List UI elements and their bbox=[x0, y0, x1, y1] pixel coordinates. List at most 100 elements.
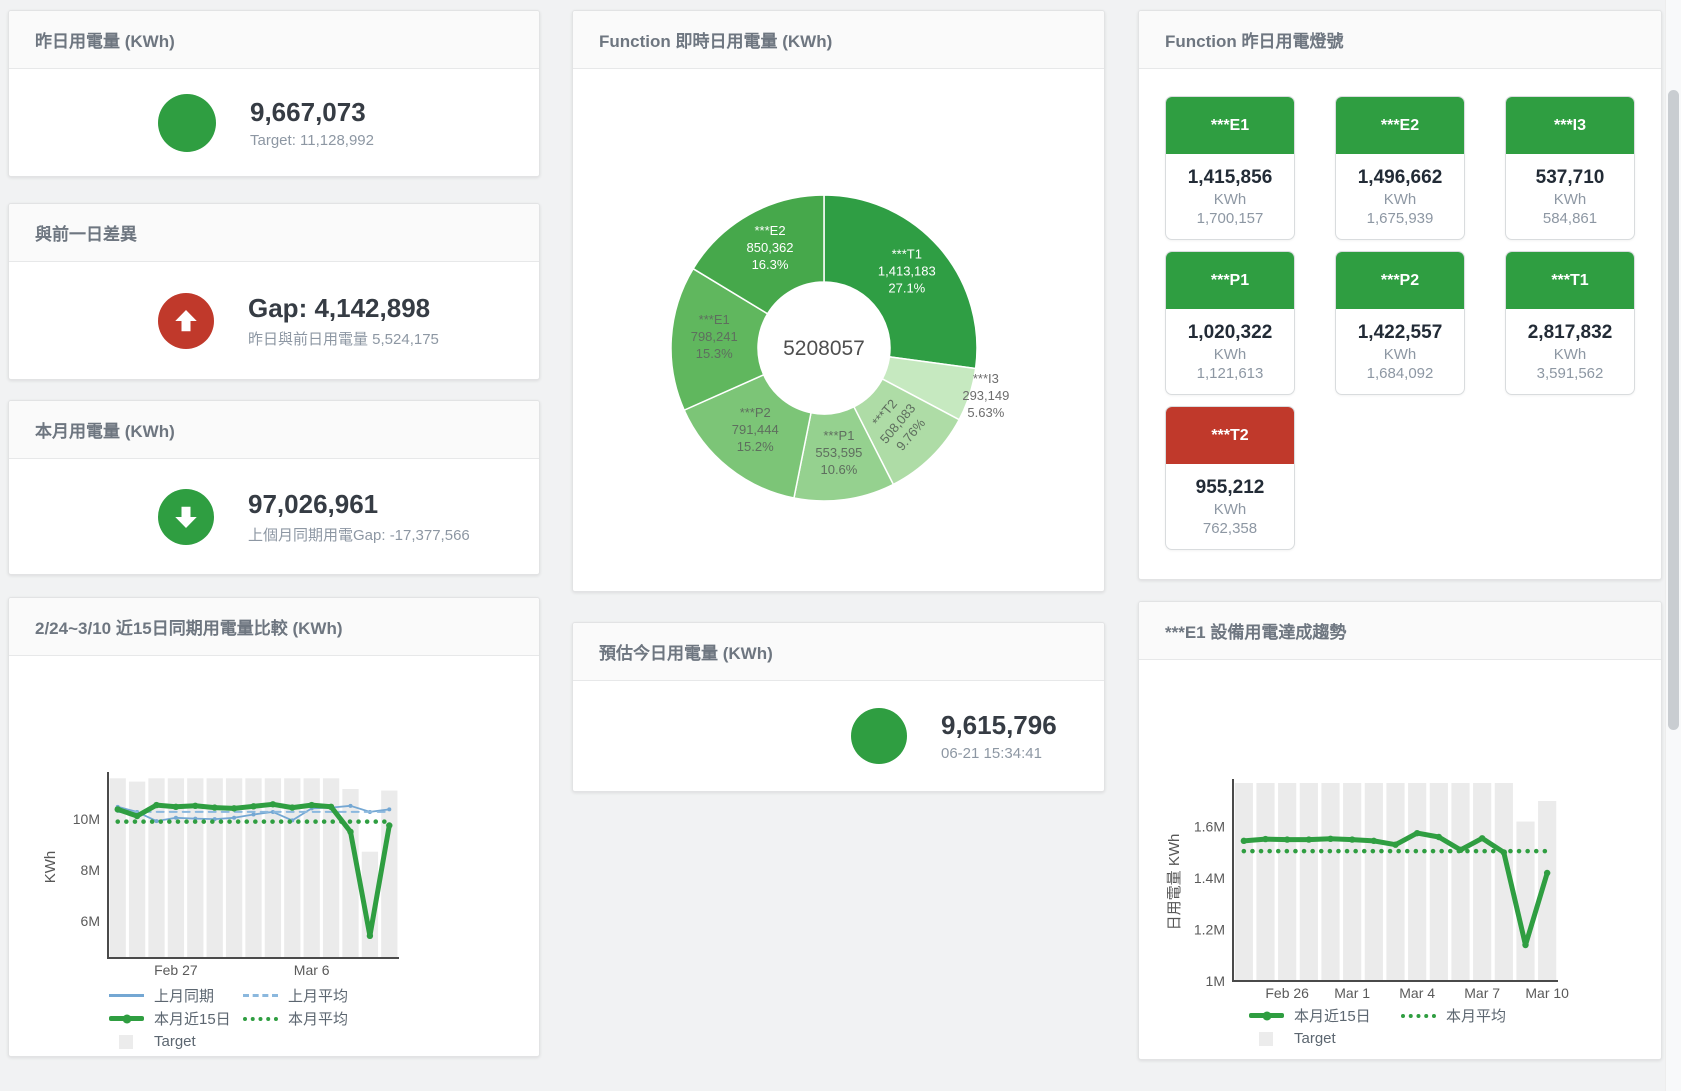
status-tile-I3[interactable]: ***I3 537,710 KWh 584,861 bbox=[1505, 96, 1635, 240]
scrollbar-thumb[interactable] bbox=[1668, 90, 1679, 730]
target-bar bbox=[1451, 783, 1470, 980]
chart-axes bbox=[107, 772, 399, 959]
legend-label: 本月近15日 bbox=[154, 1011, 231, 1028]
legend-item[interactable]: 本月平均 bbox=[243, 1009, 377, 1028]
panel-title: 與前一日差異 bbox=[35, 225, 137, 244]
tile-value: 955,212 bbox=[1195, 476, 1265, 498]
pie-slice-P2[interactable] bbox=[683, 373, 812, 499]
legend-item[interactable]: 本月近15日 bbox=[1249, 1006, 1401, 1025]
legend-item[interactable]: Target bbox=[109, 1032, 243, 1051]
status-tile-E1[interactable]: ***E1 1,415,856 KWh 1,700,157 bbox=[1165, 96, 1295, 240]
legend-item[interactable]: 本月近15日 bbox=[109, 1009, 243, 1028]
legend-item[interactable]: 本月平均 bbox=[1401, 1006, 1553, 1025]
stat-value: Gap: 4,142,898 bbox=[248, 292, 431, 323]
panel-realtime-usage-pie: Function 即時日用電量 (KWh) ***T1 1,413,183 27.1… bbox=[572, 10, 1105, 592]
target-bar bbox=[1256, 783, 1275, 980]
status-tile-E2[interactable]: ***E2 1,496,662 KWh 1,675,939 bbox=[1335, 96, 1465, 240]
pie-slice-label: ***P2 791,444 15.2% bbox=[732, 405, 779, 454]
scrollbar-track[interactable] bbox=[1665, 0, 1681, 1091]
legend-item[interactable]: Target bbox=[1249, 1029, 1401, 1048]
pie-slice-T1[interactable] bbox=[823, 194, 978, 370]
panel-title: 預估今日用電量 (KWh) bbox=[599, 644, 773, 663]
series-marker bbox=[251, 812, 256, 817]
target-bar bbox=[1299, 783, 1318, 980]
tile-target: 1,700,157 bbox=[1196, 209, 1264, 227]
series-marker bbox=[1348, 836, 1356, 843]
panel-yesterday-status-lights: Function 昨日用電燈號 ***E1 1,415,856 KWh 1,700,1… bbox=[1138, 10, 1662, 580]
stat-subtext: 06-21 15:34:41 bbox=[941, 745, 1042, 762]
stat-value: 9,667,073 bbox=[250, 96, 366, 127]
target-bar bbox=[1364, 783, 1383, 980]
status-tile-T2[interactable]: ***T2 955,212 KWh 762,358 bbox=[1165, 406, 1295, 550]
panel-gap-previous-day: 與前一日差異 Gap: 4,142,898 昨日與前日用電量 5,524,175 bbox=[8, 203, 540, 380]
target-bar bbox=[1234, 783, 1253, 980]
legend-marker-dot bbox=[1262, 1011, 1271, 1020]
series-marker bbox=[232, 815, 237, 820]
target-bar bbox=[167, 778, 185, 957]
target-bar bbox=[1408, 783, 1427, 980]
e1-trend-line-chart[interactable]: 1M 1.2M 1.4M 1.6M Feb 26 Mar 1 Mar 4 Mar 7 Mar 1… bbox=[1139, 602, 1661, 1059]
legend-swatch-line-icon bbox=[109, 994, 144, 997]
target-bar bbox=[1321, 783, 1340, 980]
series-marker bbox=[114, 806, 121, 813]
tile-unit: KWh bbox=[1383, 190, 1417, 208]
target-bar bbox=[264, 778, 282, 957]
tile-unit: KWh bbox=[1213, 500, 1247, 518]
stat-body: 9,667,073 Target: 11,128,992 bbox=[9, 69, 539, 176]
tile-status-header: ***E1 bbox=[1166, 97, 1294, 154]
panel-header: Function 昨日用電燈號 bbox=[1139, 11, 1661, 69]
target-bar bbox=[1429, 783, 1448, 980]
y-axis-label: KWh bbox=[42, 851, 59, 884]
stat-value: 9,615,796 bbox=[941, 710, 1057, 740]
chart-axes bbox=[1232, 779, 1558, 982]
status-tile-P1[interactable]: ***P1 1,020,322 KWh 1,121,613 bbox=[1165, 251, 1295, 395]
legend-label: 本月平均 bbox=[288, 1011, 349, 1028]
stat-body: Gap: 4,142,898 昨日與前日用電量 5,524,175 bbox=[9, 262, 539, 379]
status-tile-P2[interactable]: ***P2 1,422,557 KWh 1,684,092 bbox=[1335, 251, 1465, 395]
status-circle-icon bbox=[158, 93, 216, 152]
tile-value: 2,817,832 bbox=[1527, 321, 1613, 343]
y-tick-label: 10M bbox=[73, 811, 100, 827]
tile-unit: KWh bbox=[1213, 190, 1247, 208]
realtime-usage-donut-chart[interactable]: ***T1 1,413,183 27.1%***I3 293,149 5.63%***T… bbox=[573, 11, 1104, 591]
target-bar bbox=[245, 778, 262, 957]
series-marker bbox=[154, 819, 159, 824]
tile-target: 1,675,939 bbox=[1366, 209, 1434, 227]
x-tick-label: Feb 26 bbox=[1265, 985, 1309, 1001]
series-marker bbox=[386, 822, 393, 829]
tile-body: 1,422,557 KWh 1,684,092 bbox=[1336, 309, 1464, 394]
legend-item[interactable]: 上月同期 bbox=[109, 986, 243, 1005]
pie-slice-label: ***E1 798,241 15.3% bbox=[691, 312, 738, 361]
target-bar bbox=[381, 790, 398, 957]
series-marker bbox=[250, 803, 257, 810]
tile-unit: KWh bbox=[1553, 345, 1587, 363]
tile-value: 1,496,662 bbox=[1357, 166, 1443, 188]
stat-subtext: Target: 11,128,992 bbox=[250, 131, 374, 149]
y-tick-label: 1.2M bbox=[1194, 922, 1225, 938]
panel-title: Function 昨日用電燈號 bbox=[1165, 32, 1344, 51]
pie-slice-label: ***E2 850,362 16.3% bbox=[747, 223, 794, 272]
status-tile-T1[interactable]: ***T1 2,817,832 KWh 3,591,562 bbox=[1505, 251, 1635, 395]
pie-slice-E2[interactable] bbox=[692, 194, 825, 315]
x-tick-label: Mar 4 bbox=[1399, 985, 1435, 1001]
comparison-line-chart[interactable]: 6M 8M 10M Feb 27 Mar 6 KWh bbox=[9, 598, 539, 1056]
panel-header: 本月用電量 (KWh) bbox=[9, 401, 539, 459]
pie-slice-E1[interactable] bbox=[670, 267, 769, 412]
plot-area bbox=[1234, 783, 1557, 980]
target-bar bbox=[342, 789, 359, 957]
legend-label: 本月平均 bbox=[1446, 1008, 1507, 1025]
y-tick-label: 1M bbox=[1206, 973, 1225, 989]
x-tick-label: Feb 27 bbox=[154, 962, 198, 978]
series-marker bbox=[173, 815, 178, 820]
series-marker bbox=[1478, 835, 1486, 842]
tile-status-header: ***E2 bbox=[1336, 97, 1464, 154]
tile-unit: KWh bbox=[1383, 345, 1417, 363]
lights-tiles: ***E1 1,415,856 KWh 1,700,157 ***E2 1,496,662… bbox=[1165, 96, 1635, 550]
y-tick-label: 1.4M bbox=[1194, 870, 1225, 886]
panel-title: 本月用電量 (KWh) bbox=[35, 422, 175, 441]
legend-item[interactable]: 上月平均 bbox=[243, 986, 377, 1005]
tile-status-header: ***T2 bbox=[1166, 407, 1294, 464]
series-marker bbox=[153, 801, 160, 809]
panel-header: 昨日用電量 (KWh) bbox=[9, 11, 539, 69]
tile-target: 584,861 bbox=[1542, 209, 1598, 227]
